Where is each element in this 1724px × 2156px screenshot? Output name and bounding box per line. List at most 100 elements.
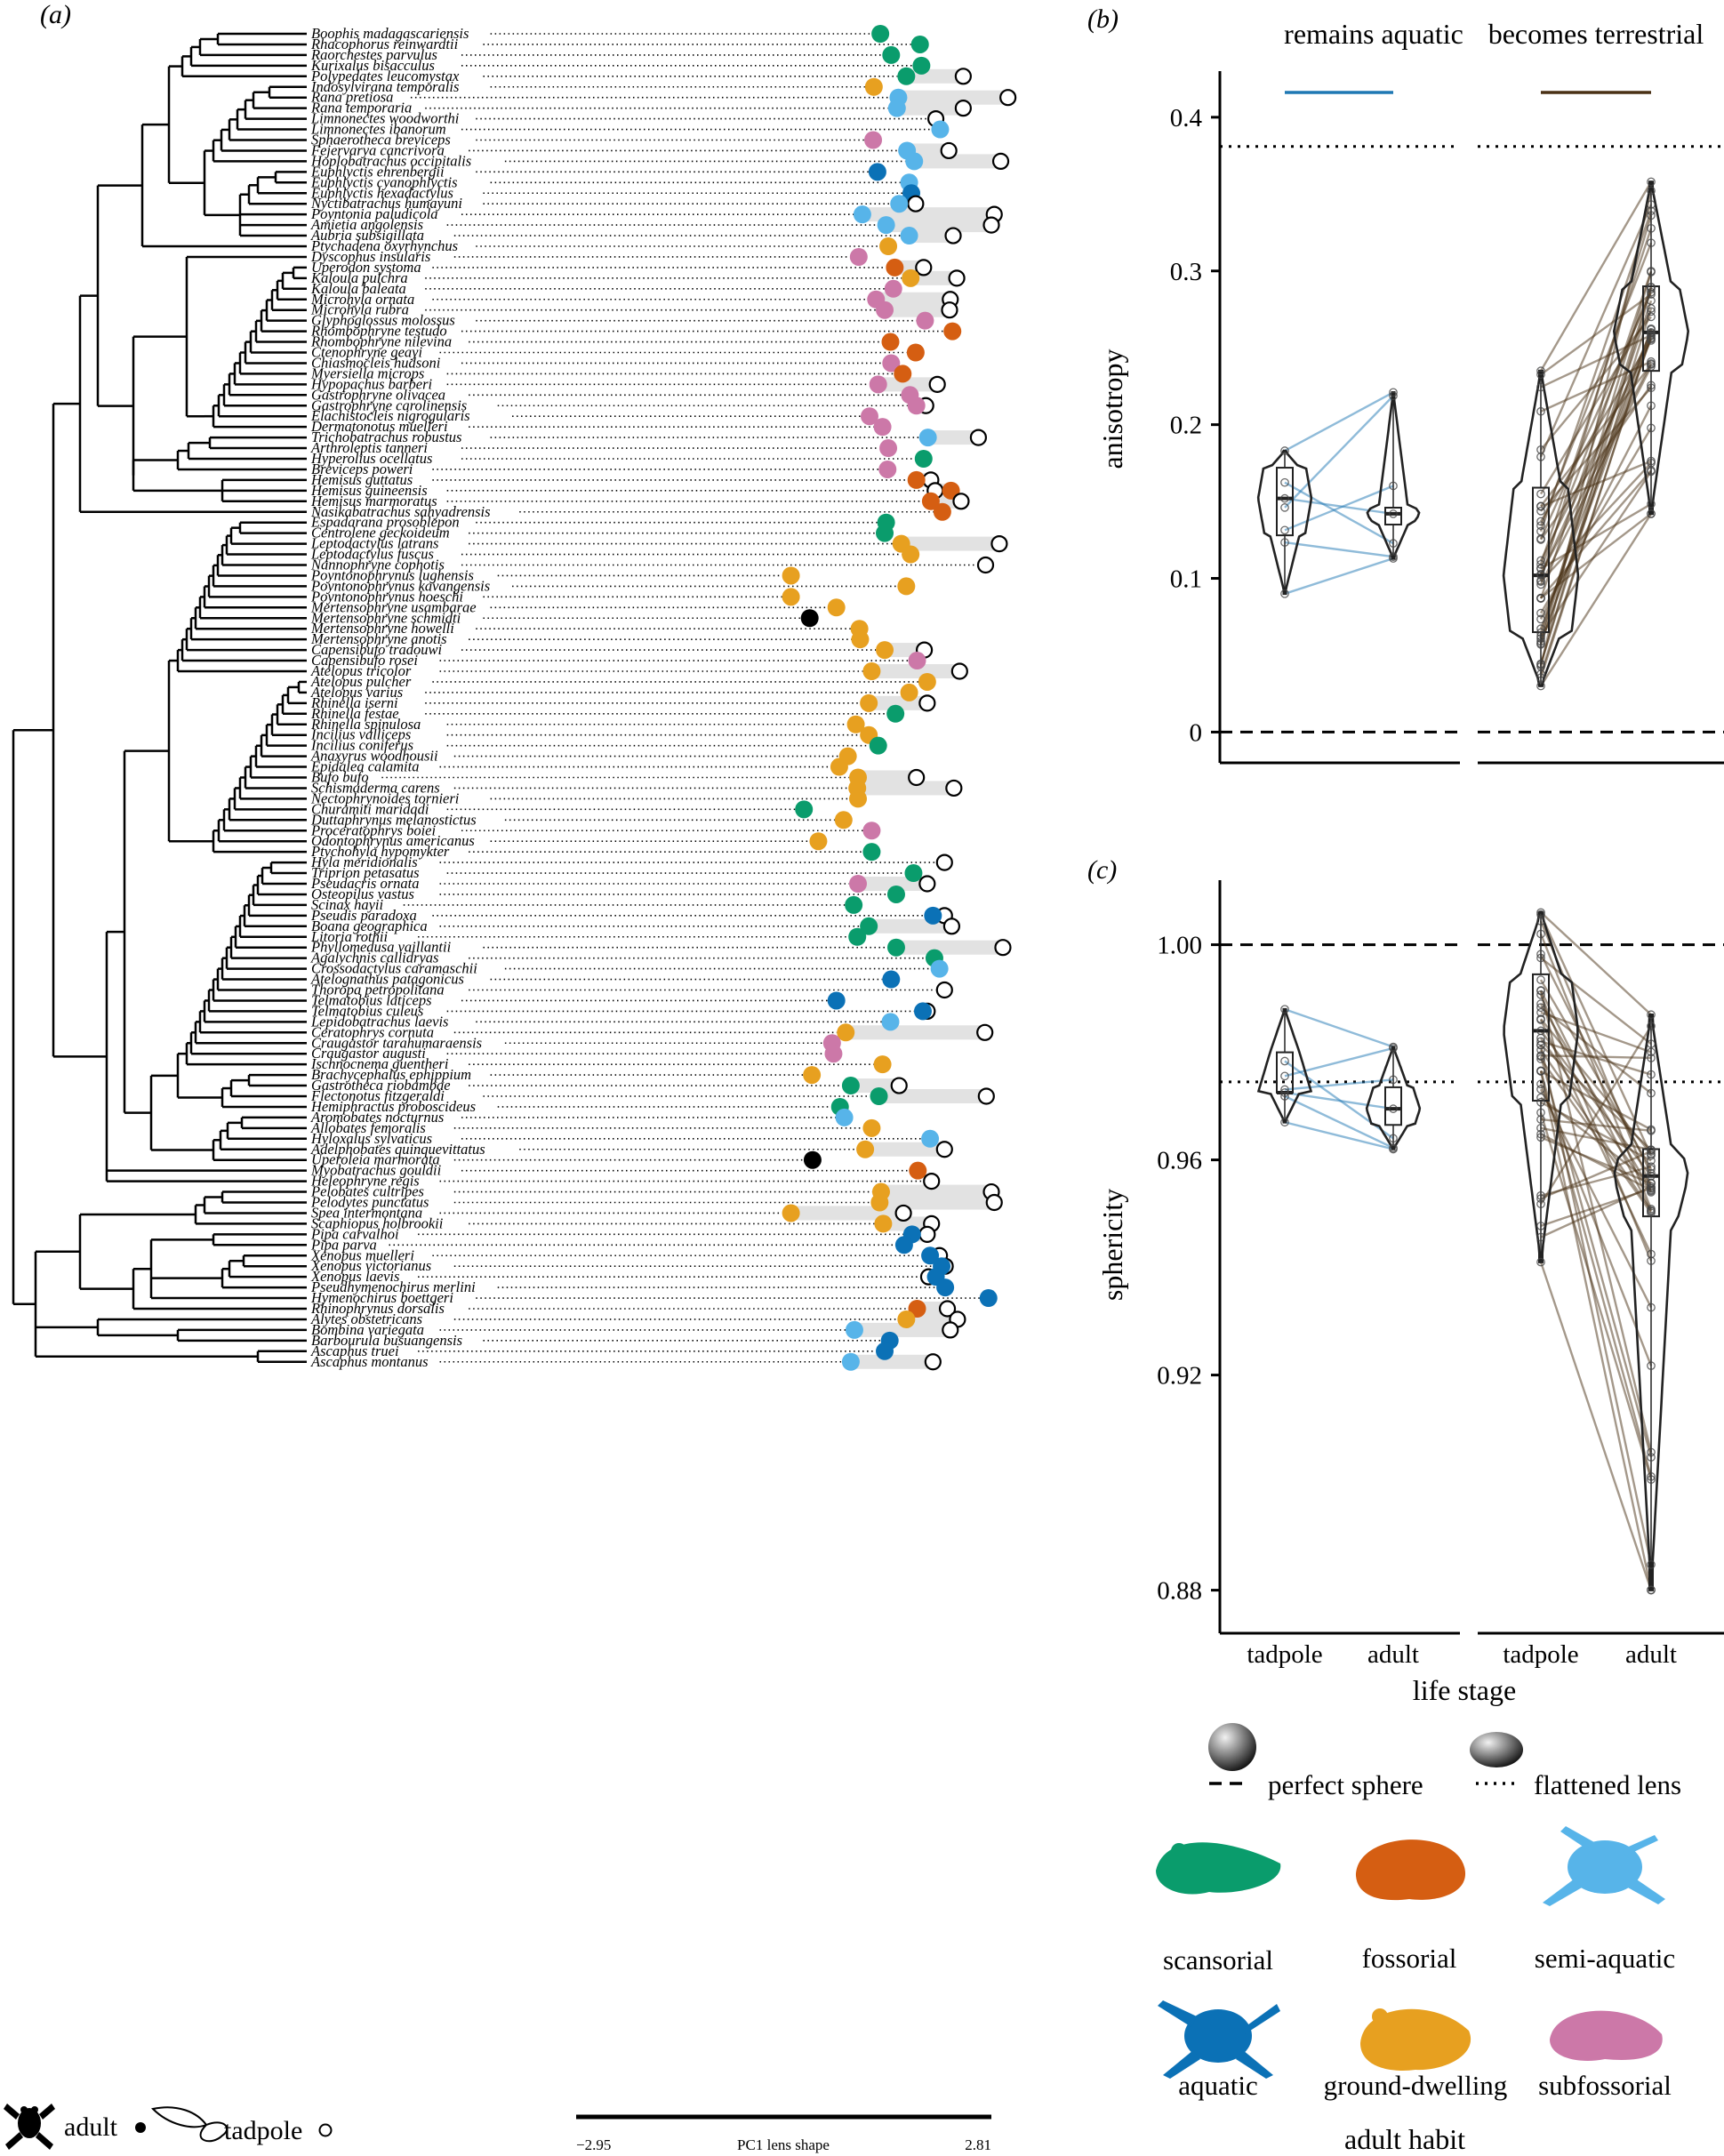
data-point bbox=[1536, 986, 1545, 996]
y-tick-label: 0.96 bbox=[1157, 1147, 1202, 1175]
adult-point bbox=[803, 1066, 822, 1085]
adult-point bbox=[910, 35, 929, 53]
data-point bbox=[1647, 1585, 1656, 1595]
species-label: Rhombophryne nilevina bbox=[310, 333, 452, 350]
data-point bbox=[1536, 929, 1545, 939]
species-label: Osteopilus vastus bbox=[311, 886, 414, 902]
data-point bbox=[1389, 539, 1398, 549]
tadpole-point bbox=[928, 375, 946, 393]
data-point bbox=[1647, 1145, 1656, 1155]
data-point bbox=[1536, 634, 1545, 643]
data-point bbox=[1647, 383, 1656, 393]
species-label: Duttaphrynus melanostictus bbox=[310, 811, 477, 828]
adult-point bbox=[905, 152, 924, 171]
tadpole-point bbox=[999, 89, 1017, 107]
data-point bbox=[1536, 608, 1545, 618]
paired-line bbox=[1539, 204, 1653, 458]
species-label: Hemisus marmoratus bbox=[310, 493, 437, 509]
tadpole-point bbox=[938, 1300, 957, 1318]
y-tick-label: 0.92 bbox=[1157, 1362, 1202, 1391]
subfossorial-label: subfossorial bbox=[1538, 2070, 1672, 2101]
adult-point bbox=[876, 301, 894, 319]
data-point bbox=[1536, 1199, 1545, 1209]
data-point bbox=[1536, 624, 1545, 633]
scansorial-label: scansorial bbox=[1163, 1944, 1273, 1976]
data-point bbox=[1647, 1559, 1656, 1569]
data-point bbox=[1647, 1182, 1656, 1191]
species-label: Myersiella microps bbox=[310, 365, 424, 381]
violin-outline bbox=[1502, 369, 1580, 687]
data-point bbox=[1647, 1447, 1656, 1457]
data-point bbox=[1647, 1361, 1656, 1371]
species-label: Ptychadena oxyrhynchus bbox=[310, 237, 458, 254]
adult-point bbox=[894, 365, 912, 383]
adult-point bbox=[918, 429, 937, 447]
species-label: Ceratophrys cornuta bbox=[311, 1023, 434, 1040]
data-point bbox=[1647, 329, 1656, 338]
adult-point bbox=[897, 67, 916, 85]
species-label: Adelphobates quinquevittatus bbox=[310, 1141, 485, 1158]
species-label: Nasikabatrachus sahyadrensis bbox=[310, 503, 491, 520]
species-label: Alytes obstetricans bbox=[310, 1310, 422, 1327]
data-point bbox=[1536, 526, 1545, 536]
species-label: Proceratophrys boiei bbox=[310, 822, 436, 838]
paired-line bbox=[1539, 286, 1653, 642]
adult-point bbox=[879, 439, 898, 458]
species-label: Poyntonophrynus kavangensis bbox=[310, 577, 490, 594]
species-label: Hemiphractus proboscideus bbox=[310, 1098, 476, 1115]
data-point bbox=[1389, 391, 1398, 401]
data-point bbox=[1536, 953, 1545, 963]
species-label: Rhinella spinulosa bbox=[310, 716, 421, 733]
phylogenetic-tree bbox=[12, 32, 307, 1363]
data-point bbox=[1536, 517, 1545, 526]
pc1-axis-title: PC1 lens shape bbox=[737, 2136, 830, 2153]
species-label: Gastrophryne carolinensis bbox=[311, 397, 467, 413]
species-label: Uperoleia marmorata bbox=[311, 1151, 440, 1168]
data-point bbox=[1536, 1051, 1545, 1061]
y-tick-label: 0.2 bbox=[1170, 412, 1202, 440]
species-label: Scinax hayii bbox=[311, 896, 384, 913]
species-label: Hyla meridionalis bbox=[310, 854, 418, 870]
species-label: Flectonotus fitzgeraldi bbox=[310, 1087, 445, 1104]
paired-line bbox=[1540, 1126, 1652, 1151]
data-point bbox=[1536, 370, 1545, 380]
adult-point bbox=[931, 120, 950, 139]
ground-dwelling-frog-icon bbox=[1360, 2008, 1471, 2071]
species-label: Schismaderma carens bbox=[311, 779, 440, 796]
paired-line bbox=[1539, 513, 1653, 687]
adult-point bbox=[782, 1204, 800, 1222]
species-label: Hypopachus barberi bbox=[310, 375, 433, 392]
adult-point bbox=[894, 1236, 913, 1254]
data-point bbox=[1647, 423, 1656, 433]
data-point bbox=[1647, 211, 1656, 220]
adult-point bbox=[921, 492, 940, 510]
y-tick-label: 0.3 bbox=[1170, 258, 1202, 286]
data-point bbox=[1536, 917, 1545, 926]
data-point bbox=[1536, 1108, 1545, 1118]
data-point bbox=[1389, 1044, 1398, 1053]
adult-point bbox=[904, 864, 923, 883]
adult-point bbox=[909, 1161, 927, 1180]
data-point bbox=[1536, 628, 1545, 637]
species-label: Capensibufo tradouwi bbox=[311, 641, 443, 658]
legend-adult-label: adult bbox=[64, 2112, 118, 2142]
adult-point bbox=[878, 460, 897, 478]
adult-point bbox=[862, 1118, 881, 1137]
data-point bbox=[1536, 569, 1545, 579]
paired-line bbox=[1539, 1025, 1653, 1205]
adult-point bbox=[908, 652, 926, 670]
species-label: Pelodytes punctatus bbox=[310, 1194, 429, 1211]
data-point bbox=[1280, 1085, 1289, 1094]
paired-line bbox=[1284, 1121, 1394, 1150]
species-label: Kaloula baleata bbox=[310, 280, 406, 297]
species-label: Glyphoglossus molossus bbox=[311, 312, 455, 329]
data-point bbox=[1389, 481, 1398, 491]
species-label: Boophis madagascariensis bbox=[311, 25, 469, 42]
data-point bbox=[1536, 1129, 1545, 1139]
paired-line bbox=[1540, 1040, 1652, 1076]
data-point bbox=[1536, 950, 1545, 959]
legend-tadpole-label: tadpole bbox=[224, 2116, 302, 2145]
species-label: Hoplobatrachus occipitalis bbox=[310, 152, 471, 169]
adult-point bbox=[930, 959, 949, 978]
tadpole-point bbox=[977, 1087, 995, 1105]
